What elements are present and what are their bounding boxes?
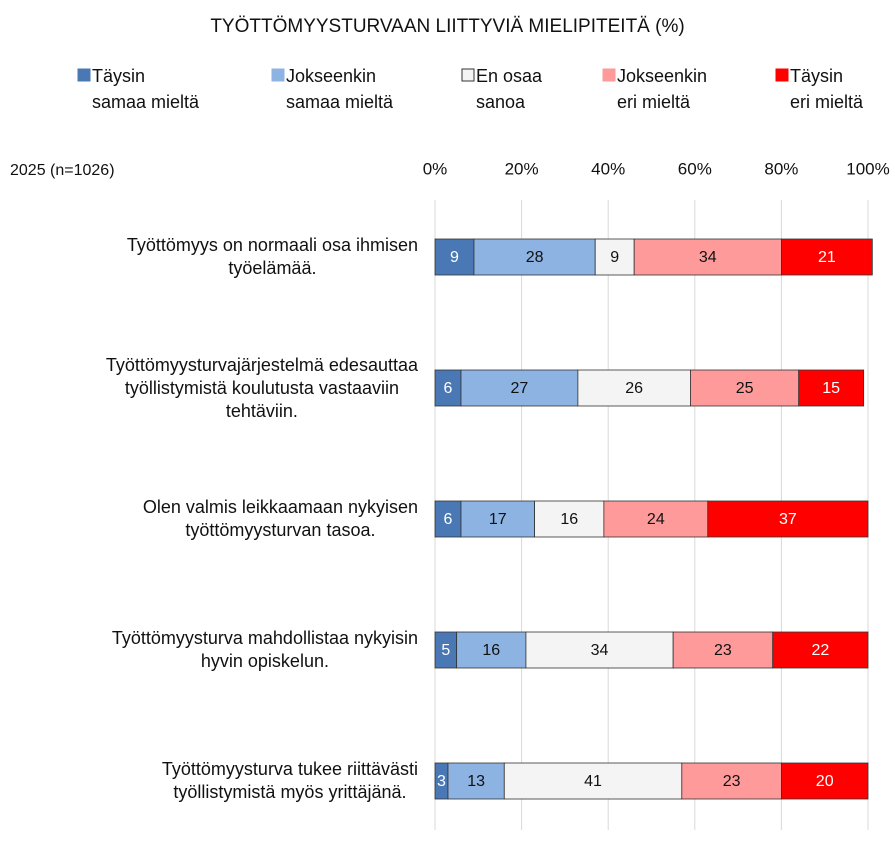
bar-segment bbox=[798, 369, 865, 407]
value-label: 23 bbox=[723, 773, 741, 790]
value-label: 21 bbox=[818, 249, 836, 266]
bar-segment bbox=[434, 238, 475, 276]
value-label: 22 bbox=[811, 642, 829, 659]
value-label: 34 bbox=[591, 642, 609, 659]
value-label: 16 bbox=[482, 642, 500, 659]
bar-segment bbox=[434, 500, 462, 538]
x-tick-label: 0% bbox=[423, 159, 448, 178]
bar-segment bbox=[503, 762, 683, 800]
bar-segment bbox=[690, 369, 800, 407]
y-tick-label: Työttömyysturva mahdollistaa nykyisin hy… bbox=[111, 628, 418, 671]
legend-label: Jokseenkin samaa mieltä bbox=[286, 66, 394, 112]
value-label: 13 bbox=[467, 773, 485, 790]
x-tick-label: 100% bbox=[846, 159, 889, 178]
bar-segment bbox=[672, 631, 774, 669]
value-label: 15 bbox=[822, 380, 840, 397]
value-label: 9 bbox=[610, 249, 619, 266]
value-label: 37 bbox=[779, 511, 797, 528]
value-label: 34 bbox=[699, 249, 717, 266]
value-label: 41 bbox=[584, 773, 602, 790]
x-tick-label: 40% bbox=[591, 159, 625, 178]
bar-segment bbox=[460, 500, 535, 538]
x-tick-label: 60% bbox=[678, 159, 712, 178]
bar-segment bbox=[772, 631, 869, 669]
legend-swatch bbox=[271, 68, 285, 82]
x-tick-label: 20% bbox=[505, 159, 539, 178]
value-label: 9 bbox=[450, 249, 459, 266]
bar-segment bbox=[460, 369, 579, 407]
note: 2025 (n=1026) bbox=[10, 162, 115, 179]
value-label: 17 bbox=[489, 511, 507, 528]
bar-segment bbox=[473, 238, 596, 276]
value-label: 23 bbox=[714, 642, 732, 659]
value-label: 20 bbox=[816, 773, 834, 790]
value-label: 16 bbox=[560, 511, 578, 528]
legend-swatch bbox=[602, 68, 616, 82]
value-label: 24 bbox=[647, 511, 665, 528]
bar-segment bbox=[633, 238, 782, 276]
y-tick-label: Työttömyysturvajärjestelmä edesauttaa ty… bbox=[105, 354, 418, 421]
legend-label: En osaa sanoa bbox=[476, 66, 543, 112]
bar-segment bbox=[781, 762, 869, 800]
value-label: 6 bbox=[444, 380, 453, 397]
bar-segment bbox=[525, 631, 674, 669]
value-label: 6 bbox=[444, 511, 453, 528]
legend-label: Täysin eri mieltä bbox=[790, 66, 864, 112]
value-label: 5 bbox=[441, 642, 450, 659]
bar-segment bbox=[434, 369, 462, 407]
chart-title: TYÖTTÖMYYSTURVAAN LIITTYVIÄ MIELIPITEITÄ… bbox=[210, 16, 685, 37]
legend-label: Täysin samaa mieltä bbox=[92, 66, 200, 112]
bar-segment bbox=[707, 500, 869, 538]
bar-segment bbox=[447, 762, 505, 800]
bar-segment bbox=[781, 238, 873, 276]
value-label: 25 bbox=[736, 380, 754, 397]
x-tick-label: 80% bbox=[764, 159, 798, 178]
value-label: 3 bbox=[437, 773, 446, 790]
bar-segment bbox=[534, 500, 605, 538]
value-label: 28 bbox=[526, 249, 544, 266]
y-tick-label: Työttömyys on normaali osa ihmisen työel… bbox=[126, 235, 418, 278]
value-label: 27 bbox=[511, 380, 529, 397]
legend-swatch bbox=[461, 68, 475, 82]
y-tick-label: Olen valmis leikkaamaan nykyisen työttöm… bbox=[142, 497, 418, 540]
value-label: 26 bbox=[625, 380, 643, 397]
bar-segment bbox=[594, 238, 635, 276]
legend-swatch bbox=[77, 68, 91, 82]
legend-swatch bbox=[775, 68, 789, 82]
bar-segment bbox=[681, 762, 782, 800]
legend-label: Jokseenkin eri mieltä bbox=[617, 66, 708, 112]
y-tick-label: Työttömyysturva tukee riittävästi työlli… bbox=[161, 759, 418, 802]
bar-segment bbox=[603, 500, 709, 538]
